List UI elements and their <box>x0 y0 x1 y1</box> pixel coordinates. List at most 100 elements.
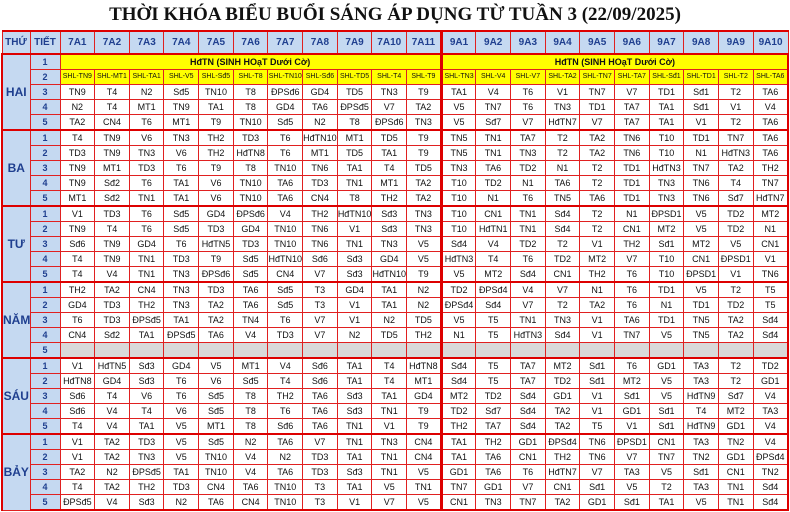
lesson-cell: V4 <box>232 327 269 343</box>
lesson-cell: TD1 <box>579 99 615 115</box>
lesson-cell: SHL-V7 <box>510 69 546 85</box>
period-number: 5 <box>29 342 61 359</box>
period-number: 1 <box>29 433 61 450</box>
banner: HđTN (SINH HOạT Dưới Cờ) <box>439 53 789 70</box>
period-number: 5 <box>29 494 61 511</box>
lesson-cell: TA2 <box>94 479 130 495</box>
lesson-cell: ĐPSđ4 <box>544 433 581 450</box>
lesson-cell: TN6 <box>302 160 338 176</box>
lesson-cell: V6 <box>198 175 234 191</box>
lesson-cell: V1 <box>59 205 96 222</box>
lesson-cell: T5 <box>475 312 512 328</box>
lesson-cell: TA6 <box>544 175 581 191</box>
lesson-cell: TH2 <box>544 449 581 465</box>
lesson-cell: TA2 <box>544 494 581 511</box>
class-header: 9A8 <box>683 30 719 55</box>
class-header: 7A11 <box>406 30 442 55</box>
lesson-cell: ĐPSđ6 <box>371 114 408 131</box>
lesson-cell: GD4 <box>302 84 338 100</box>
lesson-cell: V5 <box>163 449 200 465</box>
class-header: 9A10 <box>752 30 789 55</box>
lesson-cell: ĐPSđ4 <box>439 297 477 313</box>
lesson-cell: ĐPSđ5 <box>336 99 373 115</box>
lesson-cell: V4 <box>94 266 130 283</box>
lesson-cell: TN1 <box>510 312 546 328</box>
lesson-cell: MT2 <box>683 236 719 252</box>
lesson-cell: V5 <box>439 266 477 283</box>
lesson-cell: CN4 <box>198 479 234 495</box>
lesson-cell: Sđ1 <box>648 403 685 419</box>
lesson-cell: V1 <box>579 403 615 419</box>
lesson-cell: HđTN10 <box>302 129 338 146</box>
lesson-cell: CN4 <box>406 449 442 465</box>
lesson-cell: TD3 <box>94 312 130 328</box>
lesson-cell: TN5 <box>544 190 581 207</box>
lesson-cell: Sđ4 <box>439 357 477 374</box>
period-row: NĂM 1 TH2 TA2 CN4 TN3 TD3 TA6 Sđ5 T3 GD4 TA1 N2 TD2 ĐP… <box>1 281 789 359</box>
lesson-cell: T2 <box>544 129 581 146</box>
lesson-cell: HđTN1 <box>475 221 512 237</box>
lesson-cell: TN3 <box>128 449 165 465</box>
lesson-cell: T9 <box>406 403 442 419</box>
lesson-cell: SHL-TA7 <box>614 69 650 85</box>
lesson-cell: TN10 <box>198 464 234 480</box>
lesson-cell: TD3 <box>267 327 304 343</box>
lesson-cell: TA2 <box>717 160 754 176</box>
banner: HđTN (SINH HOạT Dưới Cờ) <box>59 53 442 70</box>
lesson-cell: TD5 <box>336 84 373 100</box>
lesson-cell: V5 <box>406 251 442 267</box>
lesson-cell: TN1 <box>510 221 546 237</box>
lesson-cell: TN3 <box>648 190 685 207</box>
lesson-cell: TN1 <box>371 464 408 480</box>
lesson-cell: TN7 <box>510 494 546 511</box>
lesson-cell: Sđ4 <box>439 373 477 389</box>
lesson-cell: T2 <box>579 160 615 176</box>
lesson-cell: TA1 <box>648 99 685 115</box>
lesson-cell: Sđ4 <box>510 403 546 419</box>
lesson-cell: T3 <box>302 297 338 313</box>
lesson-cell: V7 <box>614 84 650 100</box>
lesson-cell: TA2 <box>717 327 754 343</box>
lesson-cell: V1 <box>614 418 650 435</box>
lesson-cell: N2 <box>406 297 442 313</box>
lesson-cell: SHL-TN10 <box>267 69 304 85</box>
lesson-cell: TN3 <box>163 129 200 146</box>
lesson-cell: V7 <box>579 114 615 131</box>
lesson-cell: T2 <box>579 221 615 237</box>
empty-cell <box>336 342 373 359</box>
lesson-cell: N2 <box>59 99 96 115</box>
lesson-cell: TD2 <box>544 251 581 267</box>
lesson-cell: TN3 <box>371 433 408 450</box>
lesson-cell: V7 <box>371 99 408 115</box>
lesson-cell: TA6 <box>267 433 304 450</box>
lesson-cell: V1 <box>371 418 408 435</box>
lesson-cell: V4 <box>267 357 304 374</box>
lesson-cell: T6 <box>267 129 304 146</box>
lesson-cell: V1 <box>336 494 373 511</box>
lesson-cell: Sđ7 <box>475 403 512 419</box>
empty-cell <box>232 342 269 359</box>
lesson-cell: TN6 <box>614 145 650 161</box>
lesson-cell: TA1 <box>163 464 200 480</box>
period-row: 4 T4 TN9 TN1 TD3 T9 Sđ5 HđTN10 Sđ6 Sđ3 GD4 V5 HđTN3 T… <box>2 251 789 267</box>
lesson-cell: N1 <box>614 205 650 222</box>
lesson-cell: TH2 <box>371 190 408 207</box>
lesson-cell: ĐPSđ6 <box>232 205 269 222</box>
lesson-cell: V4 <box>475 236 512 252</box>
lesson-cell: TA2 <box>406 99 442 115</box>
period-row: HAI 1 HđTN (SINH HOạT Dưới Cờ) HđTN (SINH H… <box>1 53 789 131</box>
lesson-cell: GD4 <box>406 388 442 404</box>
lesson-cell: Sđ4 <box>510 418 546 435</box>
lesson-cell: T8 <box>232 403 269 419</box>
lesson-cell: V6 <box>198 190 234 207</box>
lesson-cell: V4 <box>94 418 130 435</box>
lesson-cell: CN1 <box>614 221 650 237</box>
lesson-cell: T6 <box>510 251 546 267</box>
lesson-cell: V1 <box>579 312 615 328</box>
period-row: 3 T6 TD3 ĐPSđ5 TA1 TA2 TN4 T6 V7 V1 N2 TD5 V5 T5 TN1 TN… <box>2 312 789 328</box>
lesson-cell: N1 <box>544 160 581 176</box>
empty-cell <box>544 342 581 359</box>
lesson-cell: CN4 <box>128 281 165 298</box>
lesson-cell: TN6 <box>683 175 719 191</box>
period-row: 2 V1 TA2 TN3 V5 TN10 V4 N2 TD3 TA1 TN1 CN4 TA1 TA6 CN1… <box>2 449 789 465</box>
